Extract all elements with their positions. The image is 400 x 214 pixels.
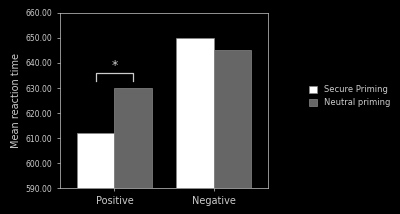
- Bar: [214, 51, 251, 214]
- Y-axis label: Mean reaction time: Mean reaction time: [12, 53, 22, 148]
- Legend: Secure Priming, Neutral priming: Secure Priming, Neutral priming: [307, 83, 392, 109]
- Bar: [114, 88, 152, 214]
- Text: *: *: [111, 59, 118, 72]
- Bar: [176, 38, 214, 214]
- Bar: [77, 133, 114, 214]
